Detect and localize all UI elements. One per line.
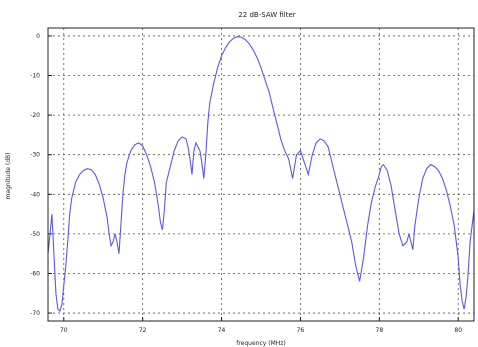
plot-frame [47,27,475,322]
plot-area [48,28,474,321]
x-tick-label: 78 [376,327,384,334]
x-tick-label: 72 [139,327,147,334]
y-axis: 0 -10 -20 -30 -40 -50 -60 -70 [30,33,52,317]
y-tick-label: -40 [30,191,40,198]
x-tick-label: 76 [297,327,305,334]
x-tick-label: 70 [60,327,68,334]
x-axis: 70 72 74 76 78 80 [60,317,462,334]
y-tick-label: -60 [30,270,40,277]
y-tick-label: -50 [30,231,40,238]
series-line [47,36,475,313]
y-tick-label: -70 [30,310,40,317]
grid-lines [48,28,474,321]
y-axis-label: magnitude (dB) [5,153,12,200]
chart-title: 22 dB-SAW filter [238,11,295,19]
y-tick-label: -30 [30,152,40,159]
y-tick-label: 0 [36,33,40,40]
x-tick-label: 74 [218,327,226,334]
x-axis-label: frequency (MHz) [236,340,286,347]
y-tick-label: -20 [30,112,40,119]
y-tick-label: -10 [30,73,40,80]
x-tick-label: 80 [454,327,462,334]
